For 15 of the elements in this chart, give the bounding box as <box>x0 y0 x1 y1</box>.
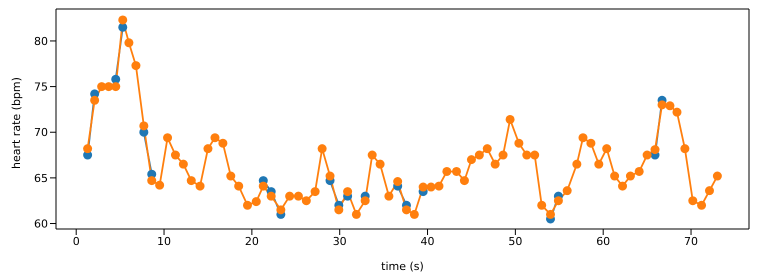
y-tick-label: 65 <box>34 172 48 185</box>
y-tick-label: 75 <box>34 80 48 94</box>
x-tick-label: 40 <box>420 234 435 248</box>
x-axis-title: time (s) <box>381 260 424 273</box>
x-tick-label: 20 <box>244 234 259 248</box>
x-tick-label: 50 <box>508 234 522 248</box>
x-tick-label: 0 <box>72 234 80 248</box>
y-tick-label: 80 <box>34 34 48 48</box>
x-tick-label: 10 <box>157 234 172 248</box>
y-tick-label: 60 <box>34 217 48 230</box>
x-tick-label: 60 <box>596 234 610 248</box>
y-tick-label: 70 <box>34 126 48 140</box>
x-tick-label: 30 <box>332 234 347 248</box>
x-tick-label: 70 <box>684 234 698 248</box>
y-axis-title: heart rate (bpm) <box>10 77 23 169</box>
